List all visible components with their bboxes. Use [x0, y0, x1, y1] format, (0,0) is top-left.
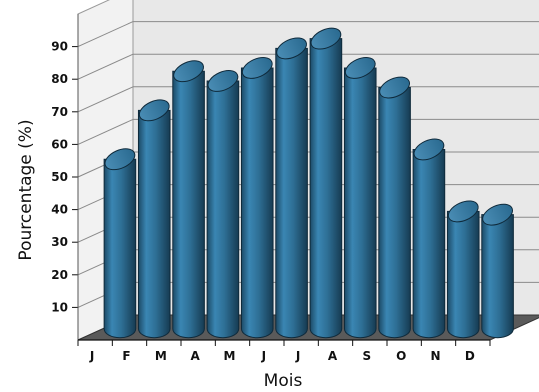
- x-tick-label: J: [89, 349, 94, 363]
- bar-top: [344, 57, 376, 79]
- bar: [275, 37, 308, 339]
- bar-body: [103, 158, 137, 339]
- x-tick-label: F: [122, 349, 130, 363]
- bar-top: [413, 138, 445, 161]
- y-tick-label: 50: [51, 170, 68, 184]
- bar-body: [378, 87, 411, 339]
- bar: [412, 138, 446, 339]
- x-tick-label: S: [363, 349, 372, 363]
- bar-body: [206, 80, 240, 339]
- y-tick-label: 80: [51, 72, 68, 86]
- bar-body: [343, 67, 377, 339]
- bar-top: [173, 60, 204, 83]
- bar-body: [446, 210, 480, 339]
- bar: [172, 60, 205, 339]
- bar-body: [137, 109, 171, 339]
- bar-top: [104, 148, 136, 171]
- bar: [137, 99, 171, 339]
- x-tick-label: D: [465, 349, 475, 363]
- gridline-side: [77, 21, 134, 48]
- gridline-side: [77, 86, 134, 113]
- gridline-side: [77, 118, 134, 145]
- bar-body: [275, 47, 308, 339]
- bar-body: [172, 70, 205, 339]
- bar: [343, 57, 377, 339]
- bar-top: [207, 70, 239, 92]
- y-axis-title: Pourcentage (%): [16, 119, 36, 260]
- x-tick-label: J: [261, 349, 266, 363]
- y-tick-label: 90: [51, 40, 68, 54]
- bar-top: [447, 200, 479, 223]
- bar: [240, 57, 274, 339]
- bar-top: [241, 57, 273, 79]
- y-tick-label: 30: [51, 235, 68, 249]
- bar-top: [482, 203, 513, 226]
- bar-top: [276, 37, 307, 60]
- x-tick-label: J: [295, 349, 300, 363]
- x-tick-label: O: [396, 349, 406, 363]
- bar: [103, 148, 137, 339]
- bar: [446, 200, 480, 339]
- x-tick-label: A: [191, 349, 201, 363]
- bar-body: [412, 148, 446, 339]
- y-tick-label: 20: [51, 268, 68, 282]
- bar: [309, 27, 343, 339]
- bar-body: [309, 38, 343, 339]
- bar: [378, 76, 411, 339]
- x-tick-label: A: [328, 349, 338, 363]
- bar: [481, 203, 514, 339]
- x-axis-title: Mois: [264, 371, 303, 391]
- bars: [103, 27, 514, 339]
- y-tick-labels: 10 20 30 40 50 60 70 80 90: [51, 40, 68, 315]
- y-tick-label: 10: [51, 300, 68, 314]
- x-tick-label: M: [224, 349, 236, 363]
- x-tick-label: M: [155, 349, 167, 363]
- bar-top: [310, 27, 342, 50]
- bar: [206, 70, 240, 339]
- bar-top: [138, 99, 170, 122]
- y-tick-label: 60: [51, 137, 68, 151]
- bar-top: [379, 76, 410, 99]
- gridline-side: [77, 53, 134, 80]
- y-tick-label: 70: [51, 105, 68, 119]
- bar-body: [240, 67, 274, 339]
- x-tick-label: N: [430, 349, 440, 363]
- bar-body: [481, 214, 514, 339]
- y-tick-label: 40: [51, 203, 68, 217]
